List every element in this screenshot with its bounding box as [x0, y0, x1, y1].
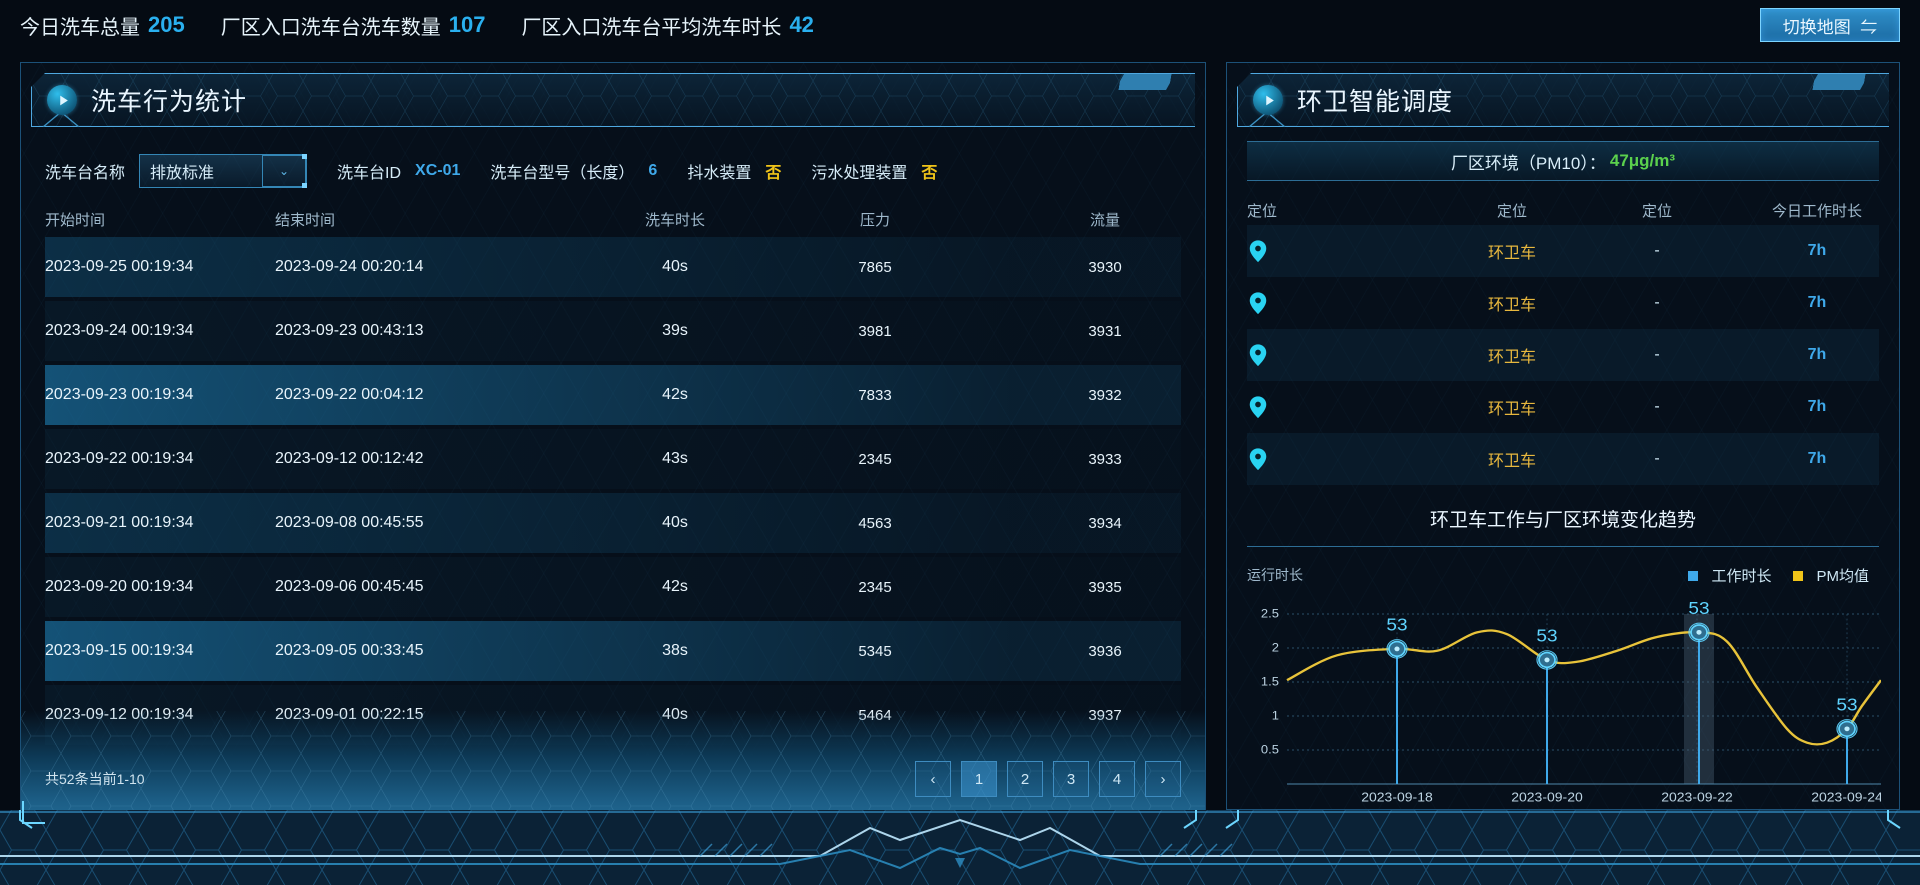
- svg-text:53: 53: [1386, 614, 1407, 634]
- svg-text:53: 53: [1536, 625, 1557, 645]
- svg-text:1: 1: [1272, 709, 1279, 722]
- svg-text:0.5: 0.5: [1261, 743, 1279, 756]
- svg-text:53: 53: [1688, 598, 1709, 618]
- svg-text:2.5: 2.5: [1261, 607, 1279, 620]
- svg-text:2: 2: [1272, 641, 1279, 654]
- svg-text:53: 53: [1836, 694, 1857, 714]
- svg-text:2023-09-18: 2023-09-18: [1361, 790, 1433, 804]
- svg-text:2023-09-20: 2023-09-20: [1511, 790, 1583, 804]
- svg-text:1.5: 1.5: [1261, 675, 1279, 688]
- svg-text:2023-09-22: 2023-09-22: [1661, 790, 1733, 804]
- svg-text:2023-09-24: 2023-09-24: [1811, 790, 1881, 804]
